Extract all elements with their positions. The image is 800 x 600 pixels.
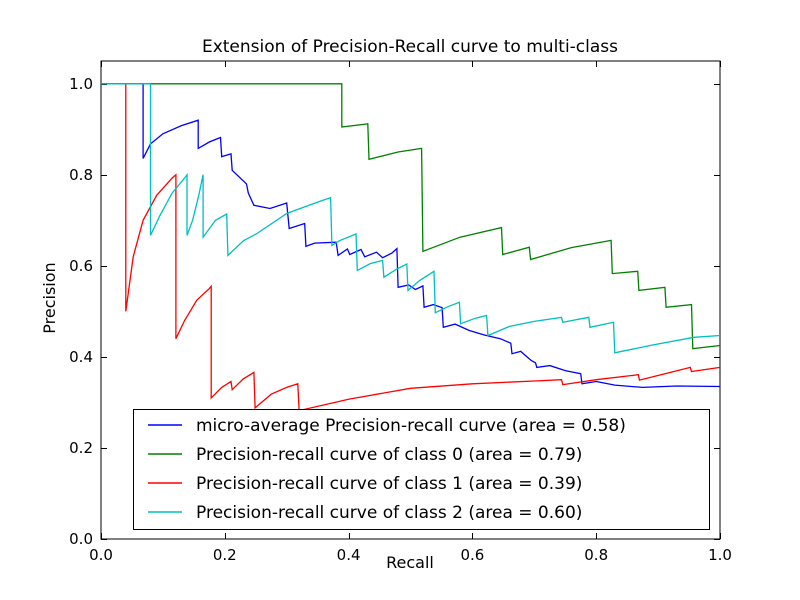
y-tick-label: 0.4 xyxy=(69,348,93,366)
pr-curve-series-1 xyxy=(101,83,721,350)
y-axis-label: Precision xyxy=(40,262,59,333)
y-tick-label: 0.8 xyxy=(69,166,93,184)
legend-entry-label: micro-average Precision-recall curve (ar… xyxy=(196,416,626,436)
y-tick-label: 0.6 xyxy=(69,257,93,275)
x-tick-label: 0.0 xyxy=(89,546,113,564)
x-tick-label: 1.0 xyxy=(708,546,732,564)
chart-title: Extension of Precision-Recall curve to m… xyxy=(202,37,618,57)
y-tick-label: 0.2 xyxy=(69,439,93,457)
pr-curve-series-0 xyxy=(101,83,721,389)
legend-box xyxy=(133,409,710,530)
pr-curve-series-2 xyxy=(101,83,721,412)
chart-generated-layer: 0.0 0.2 0.4 0.6 0.8 1.0 0.0 0.2 0.4 0.6 0.8 1.0 micr… xyxy=(69,60,732,564)
plot-frame xyxy=(100,60,721,540)
x-tick-label: 0.4 xyxy=(337,546,361,564)
legend-entry-label: Precision-recall curve of class 0 (area … xyxy=(196,445,582,465)
y-tick-label: 1.0 xyxy=(69,75,93,93)
x-tick-label: 0.2 xyxy=(213,546,237,564)
legend-entry-label: Precision-recall curve of class 2 (area … xyxy=(196,503,582,523)
pr-curve-series-3 xyxy=(101,83,721,354)
x-tick-label: 0.6 xyxy=(460,546,484,564)
y-tick-label: 0.0 xyxy=(69,530,93,548)
legend-entry-label: Precision-recall curve of class 1 (area … xyxy=(196,474,582,494)
x-tick-label: 0.8 xyxy=(584,546,608,564)
x-axis-label: Recall xyxy=(386,553,434,572)
